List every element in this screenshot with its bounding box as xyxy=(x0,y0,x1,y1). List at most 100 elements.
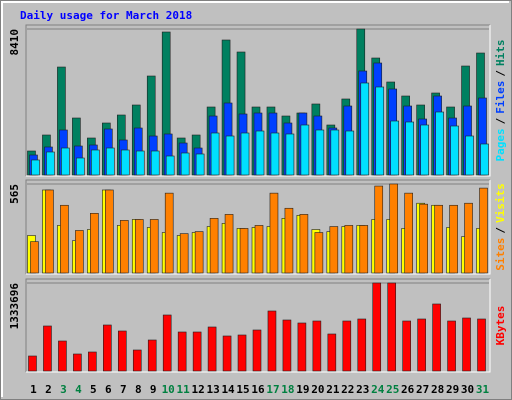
bar xyxy=(374,185,384,274)
bar xyxy=(61,147,70,176)
bar xyxy=(282,319,292,372)
x-tick-label: 21 xyxy=(326,383,340,396)
x-tick-label: 26 xyxy=(401,383,415,396)
bar xyxy=(300,124,310,176)
bar xyxy=(464,202,473,274)
x-tick-label: 30 xyxy=(461,383,474,396)
x-tick-label: 24 xyxy=(371,383,385,396)
bar xyxy=(180,152,190,176)
bar xyxy=(119,220,129,274)
x-tick-label: 5 xyxy=(90,383,97,396)
x-tick-label: 27 xyxy=(416,383,429,396)
panel-border xyxy=(25,179,490,274)
bar xyxy=(447,320,456,372)
y-tick-label: 1333696 xyxy=(8,283,21,330)
bar xyxy=(149,219,159,274)
bar xyxy=(359,225,369,274)
bar xyxy=(46,151,55,176)
x-tick-label: 4 xyxy=(75,383,82,396)
bar xyxy=(420,124,429,176)
x-tick-label: 3 xyxy=(60,383,67,396)
bar xyxy=(477,318,486,372)
bar xyxy=(150,150,160,176)
bar xyxy=(177,331,187,372)
x-tick-label: 2 xyxy=(45,383,52,396)
bar xyxy=(402,320,411,372)
bar xyxy=(404,192,413,274)
bar xyxy=(239,228,249,274)
legend-separator: / xyxy=(494,117,507,124)
x-tick-label: 29 xyxy=(446,383,459,396)
bar xyxy=(165,155,175,176)
bar xyxy=(225,135,235,176)
bar xyxy=(45,189,54,274)
bar xyxy=(103,324,112,372)
legend: Sites / Visits xyxy=(494,183,507,271)
bar xyxy=(120,149,130,176)
legend-separator: / xyxy=(494,227,507,234)
bar xyxy=(462,317,471,372)
x-tick-label: 8 xyxy=(135,383,142,396)
bar xyxy=(147,339,157,372)
bar xyxy=(117,330,127,372)
bar xyxy=(132,349,142,372)
bar xyxy=(179,233,189,274)
bar xyxy=(254,225,264,274)
bar xyxy=(344,225,354,274)
legend-separator: / xyxy=(494,70,507,77)
bar xyxy=(342,320,352,372)
bar xyxy=(329,226,339,274)
bar xyxy=(135,150,145,176)
bar xyxy=(387,282,397,372)
bar xyxy=(207,326,217,372)
bar xyxy=(162,314,172,372)
bar xyxy=(315,129,325,176)
x-tick-label: 20 xyxy=(311,383,324,396)
bar xyxy=(240,132,250,176)
bar xyxy=(434,204,443,274)
x-tick-label: 22 xyxy=(341,383,354,396)
bar xyxy=(357,318,367,372)
bar xyxy=(389,183,399,274)
x-tick-label: 6 xyxy=(105,383,112,396)
bar xyxy=(90,212,99,274)
bar xyxy=(134,219,144,274)
x-tick-label: 9 xyxy=(150,383,157,396)
x-tick-label: 13 xyxy=(206,383,219,396)
chart-title: Daily usage for March 2018 xyxy=(20,9,192,22)
x-tick-label: 31 xyxy=(476,383,490,396)
bar xyxy=(435,111,444,176)
panel-border xyxy=(26,279,491,373)
bar xyxy=(88,351,97,372)
bar xyxy=(375,86,385,176)
y-tick-label: 8410 xyxy=(8,29,21,56)
bar xyxy=(327,333,337,372)
bar xyxy=(106,147,115,176)
legend-entry: Files xyxy=(494,81,507,114)
bar xyxy=(195,153,205,176)
x-tick-label: 19 xyxy=(296,383,309,396)
bar xyxy=(372,282,382,372)
bar xyxy=(237,334,247,372)
bar xyxy=(194,231,204,274)
x-tick-label: 15 xyxy=(236,383,249,396)
x-tick-label: 7 xyxy=(120,383,127,396)
x-tick-label: 1 xyxy=(30,383,37,396)
legend-entry: Visits xyxy=(494,183,507,223)
legend-entry: KBytes xyxy=(494,306,507,346)
bar xyxy=(210,132,220,176)
bar xyxy=(164,192,174,274)
panel-border xyxy=(25,24,490,176)
bar xyxy=(75,230,84,274)
x-tick-label: 10 xyxy=(162,383,175,396)
bar xyxy=(284,207,294,274)
bar xyxy=(76,157,85,176)
bar xyxy=(297,322,307,372)
bar xyxy=(314,232,324,274)
bar xyxy=(105,189,114,274)
panel-border xyxy=(25,278,490,372)
bar xyxy=(390,120,400,176)
bar xyxy=(224,214,234,274)
